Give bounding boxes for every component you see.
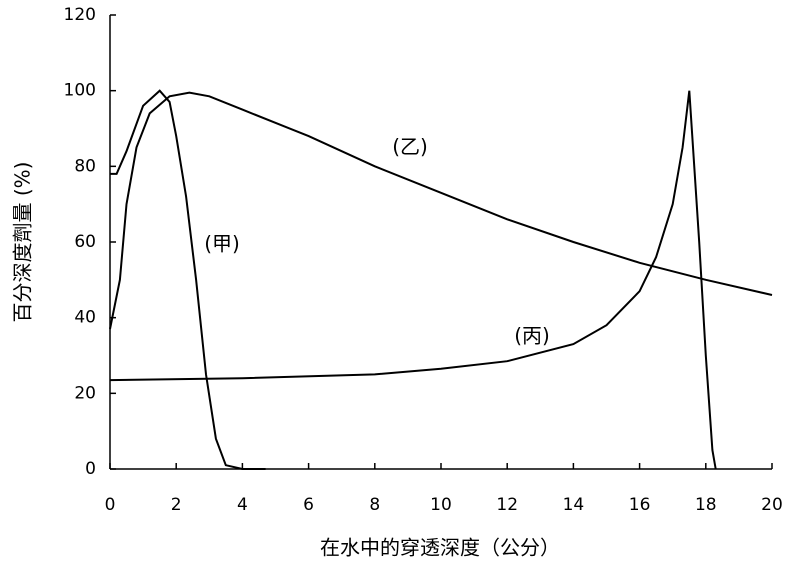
y-tick-label: 60 xyxy=(74,232,96,252)
x-tick-label: 8 xyxy=(369,495,380,515)
x-tick-label: 20 xyxy=(761,495,783,515)
line xyxy=(109,90,717,470)
curve-label: (丙) xyxy=(514,324,550,348)
curve-label: (乙) xyxy=(392,135,428,159)
x-tick-label: 4 xyxy=(237,495,248,515)
x-tick-label: 12 xyxy=(496,495,518,515)
x-tick-label: 10 xyxy=(430,495,452,515)
x-tick-label: 16 xyxy=(629,495,651,515)
line xyxy=(109,91,773,330)
x-tick-label: 6 xyxy=(303,495,314,515)
x-tick-label: 0 xyxy=(105,495,116,515)
y-tick-label: 120 xyxy=(64,5,96,25)
y-tick-label: 20 xyxy=(74,383,96,403)
line xyxy=(110,89,266,470)
y-tick-label: 80 xyxy=(74,156,96,176)
y-tick-label: 40 xyxy=(74,308,96,328)
x-tick-label: 14 xyxy=(563,495,585,515)
curve-label: (甲) xyxy=(204,232,240,256)
y-tick-label: 0 xyxy=(85,459,96,479)
y-tick-label: 100 xyxy=(64,81,96,101)
x-tick-label: 18 xyxy=(695,495,717,515)
x-axis-title: 在水中的穿透深度（公分） xyxy=(320,536,560,560)
x-tick-label: 2 xyxy=(171,495,182,515)
y-axis-title: 百分深度劑量 (%) xyxy=(11,162,35,323)
